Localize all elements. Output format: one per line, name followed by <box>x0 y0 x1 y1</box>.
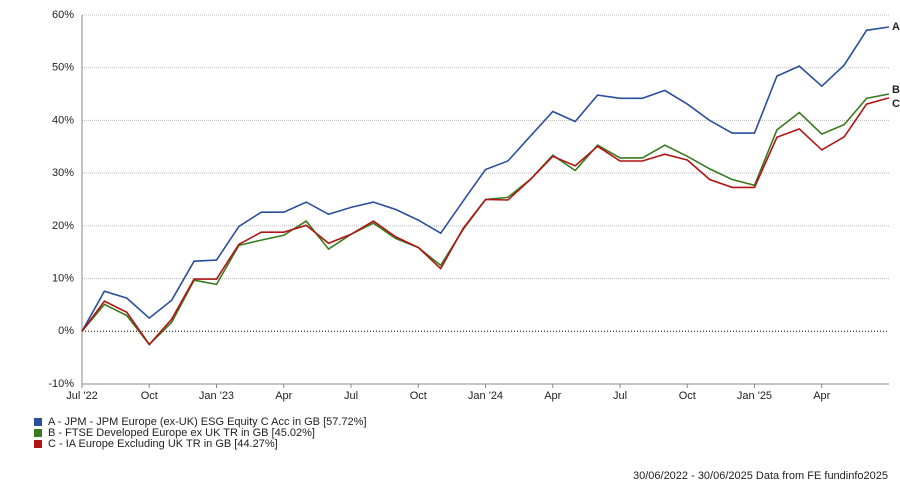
y-tick-label: 30% <box>52 167 74 179</box>
x-tick-label: Jul <box>344 390 358 402</box>
y-tick-label: -10% <box>48 378 74 390</box>
series-line <box>81 97 890 346</box>
x-tick-label: Apr <box>813 390 830 402</box>
legend-swatch <box>34 429 42 437</box>
end-label: A <box>892 21 900 33</box>
x-tick-label: Oct <box>679 390 696 402</box>
y-tick-label: 20% <box>52 220 74 232</box>
series-line <box>81 93 890 346</box>
x-tick-label: Oct <box>141 390 158 402</box>
x-tick-label: Oct <box>410 390 427 402</box>
x-tick-label: Jul <box>613 390 627 402</box>
end-label: B <box>892 84 900 96</box>
x-tick-label: Apr <box>275 390 292 402</box>
x-tick-label: Jan '25 <box>737 390 772 402</box>
x-tick-label: Jan '23 <box>199 390 234 402</box>
legend-label: C - IA Europe Excluding UK TR in GB [44.… <box>48 438 278 450</box>
x-tick-label: Jan '24 <box>468 390 503 402</box>
end-label: C <box>892 98 900 110</box>
x-tick-label: Apr <box>544 390 561 402</box>
legend-label: A - JPM - JPM Europe (ex-UK) ESG Equity … <box>48 416 367 428</box>
y-tick-label: 0% <box>58 325 74 337</box>
y-tick-label: 50% <box>52 62 74 74</box>
legend-swatch <box>34 440 42 448</box>
legend-swatch <box>34 418 42 426</box>
y-tick-label: 40% <box>52 114 74 126</box>
y-tick-label: 10% <box>52 272 74 284</box>
footer: 30/06/2022 - 30/06/2025 Data from FE fun… <box>633 470 888 482</box>
x-tick-label: Jul '22 <box>66 390 97 402</box>
series-line <box>81 26 890 332</box>
legend-label: B - FTSE Developed Europe ex UK TR in GB… <box>48 427 315 439</box>
y-tick-label: 60% <box>52 9 74 21</box>
